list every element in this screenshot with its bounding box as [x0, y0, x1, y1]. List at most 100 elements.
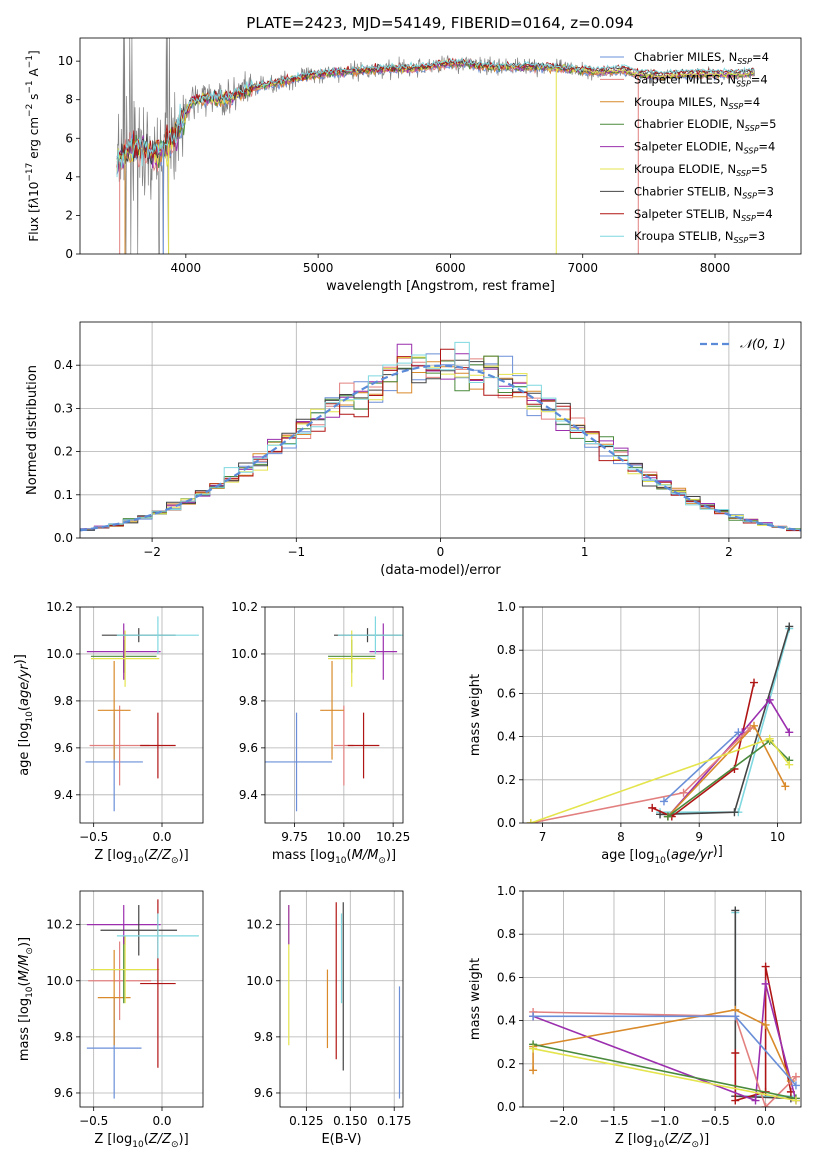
plot-area [86, 899, 199, 1099]
legend-label-kroupa-elodie: Kroupa ELODIE, NSSP=5 [634, 162, 768, 178]
y-tick-label: 10.2 [246, 918, 273, 932]
y-tick-label: 0.1 [54, 488, 73, 502]
observed-spectrum-line [116, 38, 756, 254]
x-axis-label: wavelength [Angstrom, rest frame] [326, 279, 555, 294]
series-line-salpeter-stelib [734, 966, 792, 1102]
y-tick-label: 10.0 [46, 647, 73, 661]
marker-chabrier-miles [529, 1012, 538, 1021]
y-tick-label: 8 [65, 93, 73, 107]
series-line-salpeter-elodie [667, 698, 790, 818]
figure-title: PLATE=2423, MJD=54149, FIBERID=0164, z=0… [246, 14, 633, 32]
y-tick-label: 9.8 [54, 1030, 73, 1044]
y-tick-label: 0.2 [497, 1057, 516, 1071]
series-line-chabrier-miles [663, 731, 739, 802]
x-tick-label: 7 [539, 830, 547, 844]
marker-kroupa-elodie [785, 760, 794, 769]
x-tick-label: −2.0 [549, 1114, 578, 1128]
marker-chabrier-stelib [730, 808, 739, 817]
y-tick-label: 10.2 [46, 600, 73, 614]
y-axis-label: age [log10(age/yr)] [13, 654, 35, 776]
y-tick-label: 0.2 [54, 445, 73, 459]
x-tick-label: 7000 [567, 261, 598, 275]
spectrum-plot: 4000 5000 6000 7000 8000 0 2 4 6 8 10 wavelength [A… [25, 37, 802, 294]
x-tick-label: −0.5 [79, 830, 108, 844]
axes-frame [522, 890, 802, 1108]
plot-area [526, 622, 794, 823]
age-vs-mass-plot: 9.75 10.00 10.25 9.4 9.6 9.8 10.0 10.2 mass [log… [231, 600, 410, 866]
marker-salpeter-miles [679, 788, 688, 797]
marker-salpeter-stelib [731, 1049, 740, 1057]
x-tick-label: 10.25 [376, 830, 410, 844]
series-line-chabrier-elodie [532, 1043, 797, 1100]
y-axis-label: Flux [fλ10−17 erg cm−2 s−1 A−1] [25, 50, 41, 241]
mass-weight-vs-metallicity-plot: −2.0 −1.5 −1.0 −0.5 0.0 0.0 0.2 0.4 0.6 0.8 1.0 Z [… [468, 884, 802, 1150]
y-tick-label: 10 [58, 54, 73, 68]
y-tick-label: 0.0 [497, 1100, 516, 1114]
y-tick-label: 9.4 [239, 788, 258, 802]
x-tick-label: 0.125 [289, 1114, 323, 1128]
plot-area [80, 341, 801, 532]
x-tick-label: 0.150 [333, 1114, 367, 1128]
y-tick-label: 9.6 [254, 1086, 273, 1100]
x-axis-label: E(B-V) [321, 1132, 361, 1147]
marker-salpeter-stelib [761, 962, 770, 971]
y-tick-label: 9.8 [239, 694, 258, 708]
normal-curve [80, 364, 801, 532]
y-tick-label: 10.0 [46, 974, 73, 988]
y-tick-label: 0.4 [54, 358, 73, 372]
y-tick-label: 9.6 [54, 741, 73, 755]
x-tick-label: 8000 [700, 261, 731, 275]
x-tick-label: 6000 [435, 261, 466, 275]
y-tick-label: 10.2 [231, 600, 258, 614]
axes-frame [79, 606, 204, 824]
y-tick-label: 1.0 [497, 600, 516, 614]
x-tick-label: −2 [143, 545, 161, 559]
series-line-kroupa-stelib [660, 628, 791, 813]
legend-label-chabrier-elodie: Chabrier ELODIE, NSSP=5 [634, 117, 776, 133]
x-axis-label: Z [log10(Z/Z⊙)] [94, 848, 188, 866]
x-tick-label: −0.5 [79, 1114, 108, 1128]
x-tick-label: 8 [617, 830, 625, 844]
legend-label-salpeter-miles: Salpeter MILES, NSSP=4 [634, 72, 768, 88]
x-tick-label: −1.5 [599, 1114, 628, 1128]
y-tick-label: 6 [65, 131, 73, 145]
x-tick-label: 0.0 [152, 830, 171, 844]
marker-chabrier-elodie [663, 812, 672, 821]
y-tick-label: 0.4 [497, 730, 516, 744]
mass-weight-vs-age-plot: 7 8 9 10 0.0 0.2 0.4 0.6 0.8 1.0 age [log10(age/yr… [468, 600, 802, 866]
marker-salpeter-stelib [648, 803, 657, 812]
series-line-salpeter-miles [533, 1011, 797, 1107]
marker-kroupa-elodie [791, 1096, 800, 1105]
marker-salpeter-elodie [751, 1096, 760, 1105]
x-tick-label: 9 [695, 830, 703, 844]
marker-kroupa-miles [529, 1066, 538, 1075]
x-axis-label: mass [log10(M/M⊙)] [272, 848, 396, 866]
axes-frame [79, 37, 802, 255]
x-tick-label: −0.5 [701, 1114, 730, 1128]
plot-area [116, 38, 756, 254]
y-tick-label: 4 [65, 170, 73, 184]
age-vs-metallicity-plot: −0.5 0.0 9.4 9.6 9.8 10.0 10.2 Z [log10(Z/Z⊙)] a… [13, 600, 204, 866]
x-axis-label: Z [log10(Z/Z⊙)] [94, 1132, 188, 1150]
legend-label-salpeter-elodie: Salpeter ELODIE, NSSP=4 [634, 140, 775, 156]
mass-vs-metallicity-plot: −0.5 0.0 9.6 9.8 10.0 10.2 Z [log10(Z/Z⊙)] mass… [17, 890, 204, 1150]
marker-kroupa-elodie [529, 1044, 538, 1053]
marker-kroupa-elodie [765, 734, 774, 743]
marker-salpeter-elodie [765, 695, 774, 704]
model-line-kroupa-stelib [116, 57, 755, 178]
legend-label-salpeter-stelib: Salpeter STELIB, NSSP=4 [634, 207, 773, 223]
x-tick-label: 4000 [171, 261, 202, 275]
legend-label-chabrier-miles: Chabrier MILES, NSSP=4 [634, 50, 769, 66]
marker-kroupa-miles [761, 1020, 770, 1029]
marker-salpeter-stelib [731, 1096, 740, 1105]
mass-vs-ebv-plot: 0.125 0.150 0.175 9.6 9.8 10.0 10.2 E(B-V) [246, 890, 411, 1147]
y-tick-label: 9.4 [54, 788, 73, 802]
y-tick-label: 0.8 [497, 643, 516, 657]
y-tick-label: 9.8 [54, 694, 73, 708]
marker-salpeter-miles [791, 1072, 800, 1081]
histogram-salpeter-stelib [80, 348, 801, 532]
x-tick-label: 0.175 [377, 1114, 411, 1128]
y-axis-label: mass [log10(M/M⊙)] [17, 937, 35, 1061]
marker-salpeter-miles [761, 1103, 770, 1107]
